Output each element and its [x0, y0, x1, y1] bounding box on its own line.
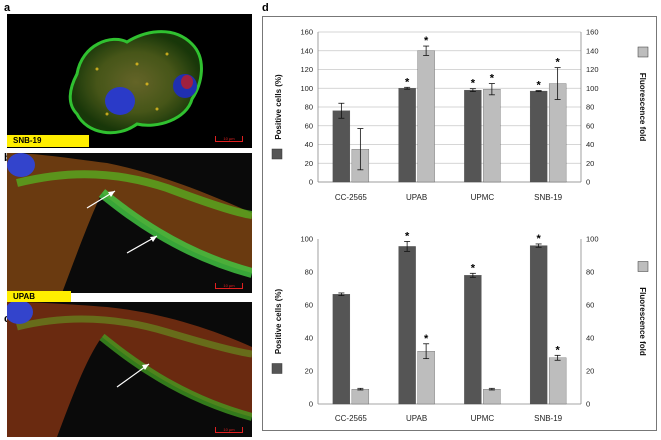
chart2-bar — [417, 351, 435, 405]
chart2-significance-star: * — [405, 230, 410, 242]
chart2-bar — [548, 357, 567, 405]
chart2-bar — [351, 388, 370, 405]
chart2-bar — [483, 388, 501, 405]
chart1-bar — [398, 88, 416, 183]
chart2-y2-axis-label: Fluorescence fold — [638, 287, 647, 356]
chart1-significance-star: * — [405, 76, 410, 88]
chart1-y-tick-label: 60 — [305, 121, 313, 130]
chart1-y-tick-label: 160 — [300, 28, 313, 37]
chart1-bar — [529, 90, 548, 183]
micrograph-c-image — [7, 302, 252, 437]
chart1-bar — [332, 110, 351, 183]
chart1-significance-star: * — [555, 57, 560, 69]
chart2-bar — [464, 275, 482, 405]
chart2-y-tick-label: 100 — [300, 235, 313, 244]
chart2-significance-star: * — [471, 262, 476, 274]
chart2-y-axis-label: Positive cells (%) — [274, 288, 283, 354]
micrograph-b-image — [7, 153, 252, 293]
chart2-significance-star: * — [555, 344, 560, 356]
chart2-y2-tick-label: 100 — [586, 235, 599, 244]
chart2-category-label: CC-2565 — [335, 414, 368, 423]
chart1-y2-tick-label: 100 — [586, 84, 599, 93]
chart2-significance-star: * — [536, 233, 541, 245]
chart1-bar — [483, 89, 501, 183]
panel-d-letter: d — [262, 2, 269, 14]
chart2-bar — [398, 246, 416, 405]
cell-line-label-b: UPAB — [7, 291, 71, 303]
chart1-y-tick-label: 120 — [300, 65, 313, 74]
chart1-y2-tick-label: 20 — [586, 159, 594, 168]
chart1-legend-swatch-dark — [271, 148, 283, 160]
chart1-y2-tick-label: 60 — [586, 121, 594, 130]
chart1-y-tick-label: 100 — [300, 84, 313, 93]
chart2-bar — [529, 245, 548, 405]
chart2-y-tick-label: 60 — [305, 301, 313, 310]
scale-bar-b: 10 µm — [215, 283, 243, 289]
chart1-y2-tick-label: 0 — [586, 178, 590, 187]
chart2-y-tick-label: 40 — [305, 334, 313, 343]
chart2-y2-tick-label: 20 — [586, 367, 594, 376]
panel-a-letter: a — [4, 2, 11, 14]
chart2-legend-swatch-dark — [271, 363, 283, 374]
chart1-y2-tick-label: 160 — [586, 28, 599, 37]
chart1-category-label: SNB-19 — [534, 193, 563, 202]
chart1-y-axis-label: Positive cells (%) — [274, 74, 283, 140]
chart2-significance-star: * — [424, 333, 429, 345]
cell-line-label-a: SNB-19 — [7, 135, 89, 147]
chart2-y-tick-label: 20 — [305, 367, 313, 376]
chart1-significance-star: * — [471, 78, 476, 90]
chart1-y-tick-label: 140 — [300, 46, 313, 55]
chart2-category-label: SNB-19 — [534, 414, 563, 423]
chart2-y2-tick-label: 80 — [586, 268, 594, 277]
micrograph-c: 10 µm — [7, 302, 252, 437]
chart1-y-tick-label: 80 — [305, 103, 313, 112]
chart2-category-label: UPAB — [406, 414, 427, 423]
chart2-y-tick-label: 0 — [309, 400, 313, 409]
chart1-bar — [464, 89, 482, 183]
chart2-category-label: UPMC — [471, 414, 495, 423]
chart1-significance-star: * — [424, 35, 429, 47]
chart1-category-label: UPMC — [471, 193, 495, 202]
chart1-bar — [417, 50, 435, 183]
micrograph-a-image — [68, 30, 203, 135]
chart-panel-d: 0 0 20 20 40 40 60 60 80 80 100 100 120 120 140 140 160 1… — [262, 16, 657, 431]
chart1-category-label: UPAB — [406, 193, 427, 202]
chart1-y2-tick-label: 140 — [586, 46, 599, 55]
scale-bar-a: 10 µm — [215, 136, 243, 142]
chart1-legend-swatch-light — [637, 46, 649, 58]
chart2-y2-tick-label: 0 — [586, 400, 590, 409]
chart1-significance-star: * — [490, 73, 495, 85]
chart1-category-label: CC-2565 — [335, 193, 368, 202]
chart2-y2-tick-label: 40 — [586, 334, 594, 343]
chart1-y-tick-label: 20 — [305, 159, 313, 168]
chart1-y2-axis-label: Fluorescence fold — [638, 73, 647, 142]
chart1-y2-tick-label: 40 — [586, 140, 594, 149]
chart1-y-tick-label: 40 — [305, 140, 313, 149]
chart2-bar — [332, 294, 351, 405]
chart1-y-tick-label: 0 — [309, 178, 313, 187]
scale-bar-c: 10 µm — [215, 427, 243, 433]
micrograph-a: 10 µm — [7, 14, 252, 148]
micrograph-b: 10 µm — [7, 153, 252, 293]
chart2-legend-swatch-light — [637, 261, 649, 272]
chart2-y-tick-label: 80 — [305, 268, 313, 277]
chart2-y2-tick-label: 60 — [586, 301, 594, 310]
chart1-y2-tick-label: 80 — [586, 103, 594, 112]
chart1-significance-star: * — [536, 80, 541, 92]
chart1-y2-tick-label: 120 — [586, 65, 599, 74]
chart-svg: 0 0 20 20 40 40 60 60 80 80 100 100 120 120 140 140 160 1… — [271, 28, 649, 423]
